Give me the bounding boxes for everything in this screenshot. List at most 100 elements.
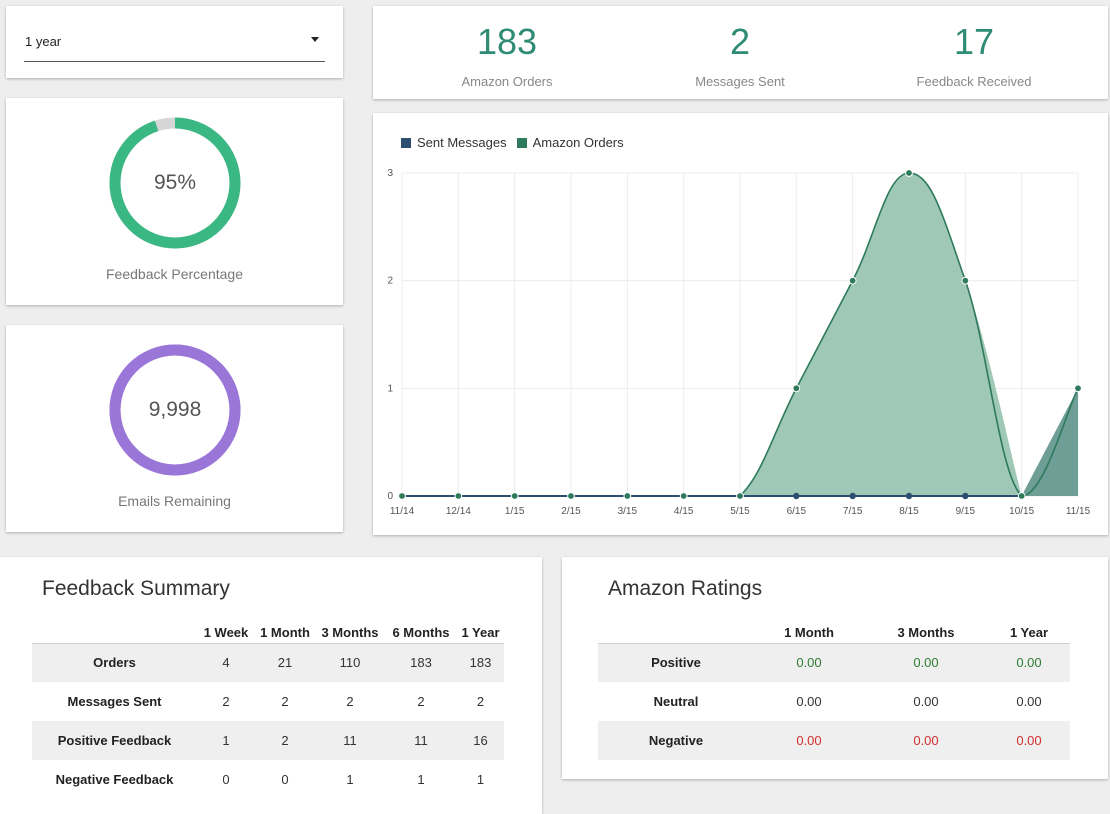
table-cell: 2	[476, 694, 485, 709]
table-cell: 2	[222, 694, 230, 709]
data-point-amazon-orders	[736, 492, 744, 500]
stats-card: 183 Amazon Orders 2 Messages Sent 17 Fee…	[373, 6, 1108, 99]
table-cell: 4	[222, 655, 230, 671]
feedback-summary-table: 1 Week 1 Month 3 Months 6 Months 1 Year Orde…	[32, 619, 504, 799]
table-cell: 0.00	[1016, 694, 1042, 709]
row-label: Orders	[93, 655, 136, 671]
data-point-amazon-orders	[905, 169, 913, 177]
amazon-ratings-table: 1 Month 3 Months 1 Year Positive 0.00 0.00 0.…	[598, 619, 1070, 760]
table-cell: 0	[222, 772, 230, 787]
x-tick-label: 6/15	[787, 506, 807, 517]
emails-remaining-card: 9,998 Emails Remaining	[6, 325, 343, 532]
x-tick-label: 12/14	[446, 506, 471, 517]
row-label: Positive	[651, 655, 701, 671]
column-header: 3 Months	[321, 624, 379, 640]
table-cell: 1	[476, 772, 485, 787]
table-cell: 0.00	[1016, 733, 1042, 748]
row-label: Negative	[648, 733, 704, 748]
table-cell: 0.00	[913, 733, 939, 748]
x-tick-label: 8/15	[899, 506, 919, 517]
table-cell: 110	[339, 655, 361, 671]
table-row: Messages Sent 2 2 2 2 2	[32, 682, 504, 721]
table-cell: 183	[469, 655, 492, 671]
data-point-amazon-orders	[1074, 384, 1082, 393]
table-header-row: 1 Week 1 Month 3 Months 6 Months 1 Year	[32, 619, 504, 643]
table-cell: 2	[281, 733, 289, 748]
feedback-summary-title: Feedback Summary	[42, 577, 230, 600]
data-point-amazon-orders	[792, 384, 801, 393]
table-cell: 0.00	[796, 733, 822, 748]
feedback-donut-chart	[109, 117, 241, 249]
x-tick-label: 3/15	[618, 506, 638, 517]
stat-label: Feedback Received	[916, 74, 1032, 89]
row-label: Messages Sent	[67, 694, 162, 709]
table-cell: 1	[417, 772, 425, 787]
orders-chart: 0 1 2 3 11/14 12/14 1/15 2/15 3/15 4/15 5/15 6/15 7/…	[387, 168, 1090, 517]
y-tick-label: 0	[387, 491, 393, 502]
legend-swatch	[401, 137, 411, 148]
feedback-percentage-card: 95% Feedback Percentage	[6, 98, 343, 305]
data-point-amazon-orders	[567, 492, 575, 500]
data-point-amazon-orders	[679, 492, 688, 500]
table-cell: 11	[414, 733, 428, 748]
column-header: 1 Year	[461, 624, 500, 640]
table-cell: 2	[346, 694, 354, 709]
table-row: Negative 0.00 0.00 0.00	[598, 721, 1070, 760]
legend-item-amazon-orders[interactable]: Amazon Orders	[516, 135, 624, 150]
x-tick-label: 1/15	[505, 506, 525, 517]
stat-value: 2	[729, 21, 751, 62]
data-point-amazon-orders	[623, 492, 632, 500]
x-tick-label: 9/15	[956, 506, 976, 517]
caret-down-icon	[311, 37, 319, 42]
table-cell: 0.00	[796, 694, 822, 709]
legend-label: Amazon Orders	[532, 135, 624, 150]
period-select-value: 1 year	[25, 34, 62, 49]
x-tick-label: 11/14	[390, 506, 415, 517]
data-point-amazon-orders	[510, 492, 519, 500]
stat-label: Amazon Orders	[461, 74, 553, 89]
table-cell: 2	[417, 694, 425, 709]
data-point-sent-messages	[793, 492, 800, 500]
series-area-amazon-orders-latest	[1021, 388, 1078, 496]
table-cell: 1	[346, 772, 354, 787]
period-select[interactable]: 1 year	[24, 28, 325, 62]
table-cell: 0.00	[796, 655, 822, 671]
column-header: 1 Month	[260, 624, 310, 640]
x-tick-label: 7/15	[843, 506, 863, 517]
table-cell: 0.00	[913, 655, 939, 671]
data-point-sent-messages	[905, 492, 913, 500]
data-point-amazon-orders	[848, 276, 857, 285]
emails-remaining-value: 9,998	[148, 398, 202, 421]
data-point-sent-messages	[962, 492, 969, 500]
stat-messages-sent: 2 Messages Sent	[640, 6, 840, 90]
column-header	[598, 619, 754, 643]
x-tick-label: 10/15	[1009, 506, 1034, 517]
donut-arc	[109, 344, 241, 476]
table-cell: 11	[343, 733, 357, 748]
amazon-ratings-title: Amazon Ratings	[608, 577, 763, 600]
x-tick-label: 2/15	[561, 506, 581, 517]
data-point-amazon-orders	[454, 492, 463, 500]
column-header	[32, 619, 197, 643]
table-cell: 0.00	[1016, 655, 1042, 671]
stat-label: Messages Sent	[695, 74, 785, 89]
stat-value: 183	[476, 21, 538, 62]
feedback-summary-card: Feedback Summary	[0, 557, 542, 814]
x-tick-label: 5/15	[730, 506, 750, 517]
data-point-amazon-orders	[398, 492, 406, 500]
table-cell: 1	[222, 733, 230, 748]
table-row: Positive 0.00 0.00 0.00	[598, 643, 1070, 682]
y-tick-label: 3	[387, 168, 393, 179]
series-area-amazon-orders	[402, 173, 1022, 496]
column-header: 3 Months	[897, 624, 955, 640]
y-tick-label: 2	[387, 276, 393, 287]
table-cell: 21	[277, 655, 293, 671]
table-cell: 2	[281, 694, 289, 709]
donut-arc	[109, 117, 241, 249]
period-card: 1 year	[6, 6, 343, 78]
stat-amazon-orders: 183 Amazon Orders	[407, 6, 607, 90]
legend-label: Sent Messages	[417, 135, 507, 150]
feedback-percentage-value: 95%	[153, 171, 197, 194]
legend-item-sent-messages[interactable]: Sent Messages	[401, 135, 507, 150]
table-cell: 0.00	[913, 694, 939, 709]
